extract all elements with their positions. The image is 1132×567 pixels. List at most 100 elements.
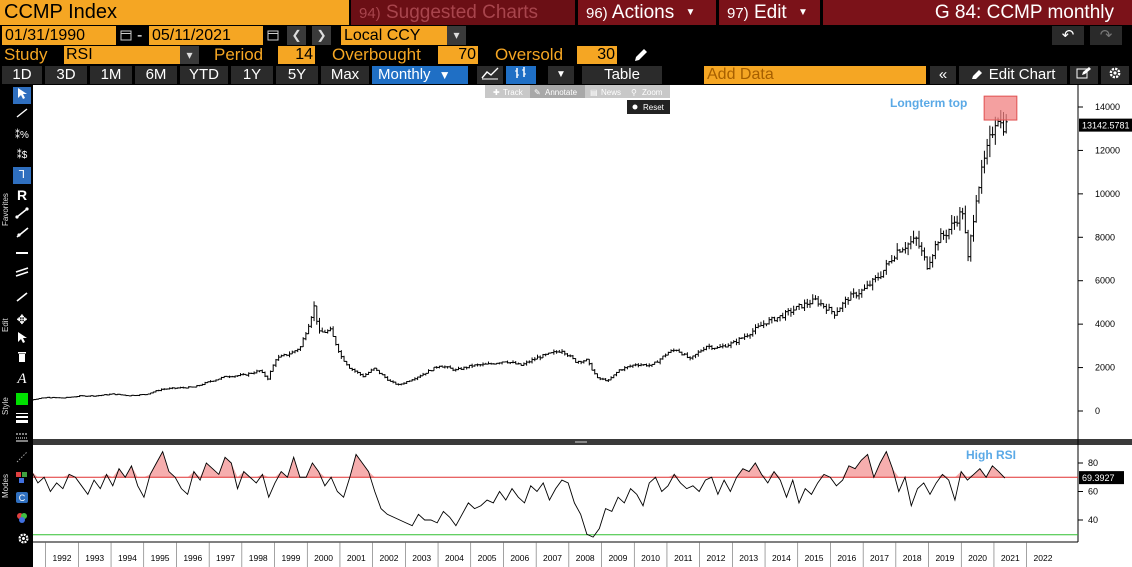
chevron-right-icon[interactable]: ❯ — [312, 26, 331, 45]
reset-icon — [632, 104, 638, 110]
line-segment-icon[interactable] — [13, 207, 31, 224]
pen-icon: ✎ — [534, 88, 541, 97]
actions-menu-button[interactable]: 96) Actions ▼ — [578, 0, 716, 25]
highlight-mode-icon[interactable] — [13, 471, 31, 488]
calendar-icon[interactable] — [263, 26, 282, 45]
edit-label: Edit — [753, 2, 787, 23]
color-mode-icon[interactable] — [13, 511, 31, 528]
bar-chart-icon[interactable] — [506, 66, 536, 84]
percent-change-icon[interactable]: ⁑% — [15, 130, 29, 141]
divider-grip[interactable] — [575, 441, 587, 443]
calendar-icon[interactable] — [116, 26, 135, 45]
year-label: 2014 — [772, 553, 791, 563]
brush-icon[interactable] — [13, 291, 31, 308]
oversold-input[interactable]: 30 — [577, 46, 617, 64]
currency-select[interactable]: Local CCY — [341, 26, 447, 45]
collapse-icon[interactable]: « — [930, 66, 956, 84]
year-label: 2009 — [608, 553, 627, 563]
annotate-tool[interactable]: ✎ Annotate — [530, 85, 585, 98]
start-date-field[interactable]: 01/31/1990 — [2, 26, 116, 45]
range-button-1y[interactable]: 1Y — [231, 66, 273, 84]
select-icon[interactable] — [13, 331, 31, 348]
trash-icon[interactable] — [13, 351, 31, 368]
period-input[interactable]: 14 — [278, 46, 315, 64]
edit-number: 97) — [727, 5, 749, 22]
horizontal-line-icon[interactable] — [13, 247, 31, 264]
table-button[interactable]: Table — [582, 66, 662, 84]
year-label: 2006 — [510, 553, 529, 563]
year-label: 2016 — [837, 553, 856, 563]
price-change-icon[interactable]: ⁑$ — [16, 150, 28, 161]
edit-chart-button[interactable]: Edit Chart — [959, 66, 1067, 84]
year-label: 2017 — [870, 553, 889, 563]
text-style-icon[interactable]: A — [17, 371, 27, 387]
style-section-label: Style — [1, 397, 10, 415]
price-panel[interactable] — [33, 85, 1078, 439]
edit-layout-icon[interactable] — [1070, 66, 1098, 84]
channel-icon[interactable] — [13, 267, 31, 284]
security-ticker[interactable]: CCMP Index — [0, 0, 349, 25]
longterm-top-annotation[interactable]: Longterm top — [890, 96, 967, 110]
frequency-select[interactable]: Monthly ▼ — [372, 66, 468, 84]
settings-gear-icon[interactable] — [14, 532, 32, 549]
caret-down-icon[interactable]: ▾ — [447, 26, 466, 45]
undo-icon[interactable]: ↶ — [1052, 26, 1084, 45]
suggested-charts-button[interactable]: 94) Suggested Charts — [351, 0, 575, 25]
year-label: 2012 — [707, 553, 726, 563]
zoom-tool[interactable]: ⚲ Zoom — [631, 88, 663, 97]
high-rsi-annotation[interactable]: High RSI — [966, 448, 1016, 462]
chevron-left-icon[interactable]: ❮ — [287, 26, 306, 45]
move-icon[interactable]: ✥ — [16, 312, 28, 327]
year-label: 2004 — [445, 553, 464, 563]
range-button-max[interactable]: Max — [321, 66, 369, 84]
year-label: 2015 — [805, 553, 824, 563]
range-button-1m[interactable]: 1M — [90, 66, 132, 84]
study-select[interactable]: RSI — [64, 46, 180, 64]
frequency-label: Monthly — [378, 66, 431, 83]
line-chart-icon[interactable] — [477, 66, 503, 84]
add-data-input[interactable]: Add Data — [704, 66, 926, 84]
crosshair-icon[interactable] — [13, 451, 31, 468]
year-label: 1994 — [118, 553, 137, 563]
rsi-axis — [1078, 445, 1132, 542]
track-tool[interactable]: ✚ Track — [485, 85, 530, 98]
chart-area[interactable]: 0 2000 4000 6000 8000 10000 12000 14000 40 60 80 1… — [33, 85, 1132, 567]
year-label: 1996 — [183, 553, 202, 563]
year-label: 2013 — [739, 553, 758, 563]
year-label: 2000 — [314, 553, 333, 563]
range-button-6m[interactable]: 6M — [135, 66, 177, 84]
overbought-input[interactable]: 70 — [438, 46, 478, 64]
gear-icon[interactable] — [1101, 66, 1129, 84]
line-width-icon[interactable] — [13, 411, 31, 428]
end-date-field[interactable]: 05/11/2021 — [149, 26, 263, 45]
time-range-icon[interactable]: Ꞁ — [13, 167, 31, 184]
y-tick-label: 6000 — [1095, 276, 1115, 286]
cycle-mode-icon[interactable]: C — [13, 491, 31, 508]
trend-line-icon[interactable] — [13, 107, 31, 124]
color-swatch-icon[interactable] — [13, 391, 31, 408]
reset-button[interactable]: Reset — [627, 100, 670, 114]
year-label: 1992 — [53, 553, 72, 563]
longterm-top-highlight[interactable] — [983, 95, 1018, 121]
range-button-3d[interactable]: 3D — [45, 66, 87, 84]
redo-icon[interactable]: ↷ — [1090, 26, 1122, 45]
crosshair-icon: ✚ — [493, 88, 500, 97]
ray-line-icon[interactable] — [13, 227, 31, 244]
range-button-5y[interactable]: 5Y — [276, 66, 318, 84]
chart-type-caret[interactable]: ▼ — [548, 66, 574, 84]
actions-number: 96) — [586, 5, 608, 22]
chart-tools-toolbar: ✚ Track ✎ Annotate ▤ News ⚲ Zoom Reset — [485, 85, 670, 114]
pointer-icon[interactable] — [13, 87, 31, 104]
suggested-charts-label: Suggested Charts — [385, 2, 539, 23]
pencil-icon[interactable] — [632, 46, 652, 64]
news-tool[interactable]: ▤ News — [590, 88, 621, 97]
range-button-ytd[interactable]: YTD — [180, 66, 228, 84]
line-style-icon[interactable] — [13, 431, 31, 448]
edit-menu-button[interactable]: 97) Edit ▼ — [719, 0, 820, 25]
price-last-value: 13142.5781 — [1082, 121, 1130, 131]
regression-icon[interactable]: R — [16, 187, 28, 203]
caret-down-icon[interactable]: ▾ — [180, 46, 199, 64]
rsi-panel[interactable] — [33, 445, 1078, 542]
x-axis-ticks: 1992 1993 1994 1995 1996 1997 1998 1999 2000 2001… — [45, 542, 1053, 567]
range-button-1d[interactable]: 1D — [2, 66, 42, 84]
